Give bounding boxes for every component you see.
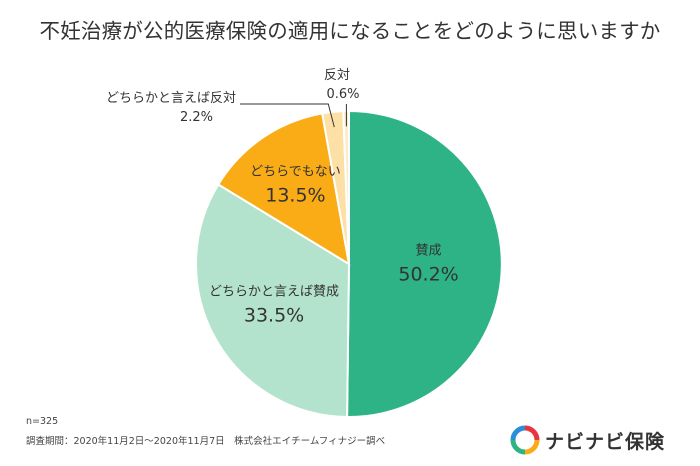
brand-logo: ナビナビ保険 [510, 424, 665, 456]
sample-size: n=325 [26, 416, 59, 427]
slice-label-somewhat-disagree-name: どちらかと言えば反対 [106, 91, 236, 106]
pie-slice [216, 112, 351, 267]
slice-label-somewhat-disagree-value: 2.2% [180, 110, 213, 125]
slice-label-somewhat-agree-value: 33.5% [244, 305, 304, 327]
slice-label-somewhat-agree-name: どちらかと言えば賛成 [209, 285, 339, 300]
slice-label-neutral-name: どちらでもない [250, 165, 341, 180]
pie-slice [195, 183, 351, 419]
slice-label-disagree-value: 0.6% [326, 87, 359, 102]
slice-label-agree-name: 賛成 [416, 243, 442, 258]
slice-label-agree-value: 50.2% [398, 263, 458, 285]
survey-note: 調査期間：2020年11月2日～2020年11月7日 株式会社エイチームフィナジ… [26, 436, 386, 447]
brand-name: ナビナビ保険 [545, 430, 666, 453]
slice-label-neutral-value: 13.5% [265, 185, 325, 207]
pie-slice [346, 109, 503, 418]
leader-line [240, 103, 335, 128]
chart-title: 不妊治療が公的医療保険の適用になることをどのように思いますか [39, 19, 661, 43]
slice-label-disagree-name: 反対 [324, 68, 350, 83]
navinavi-logo-icon [510, 425, 540, 455]
